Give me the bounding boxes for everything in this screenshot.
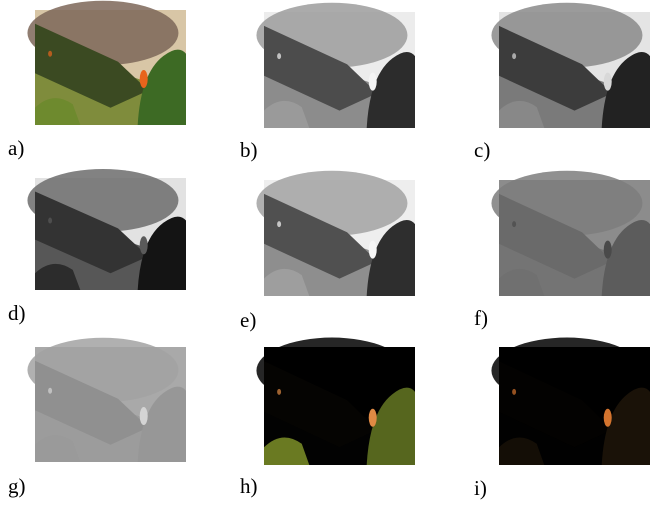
panel-label: h): [240, 474, 258, 498]
image-fire: [140, 236, 148, 254]
image-fire: [604, 409, 612, 427]
image-fire: [48, 218, 52, 224]
image: [27, 338, 186, 462]
image: [491, 3, 650, 128]
panel-label: a): [8, 136, 24, 160]
image: [491, 338, 650, 465]
image: [27, 1, 186, 125]
image: [256, 3, 415, 128]
image-fire: [140, 407, 148, 425]
image: [256, 338, 415, 465]
panel-label: g): [8, 474, 26, 498]
image-fire: [512, 53, 516, 59]
image: [27, 169, 186, 290]
image-fire: [48, 388, 52, 394]
panel-label: e): [240, 308, 256, 332]
panel-label: d): [8, 301, 26, 325]
image-fire: [512, 221, 516, 227]
panel-label: f): [474, 306, 488, 330]
image-fire: [369, 241, 377, 259]
image-fire: [512, 389, 516, 395]
image-fire: [48, 51, 52, 57]
image-fire: [369, 73, 377, 91]
image-fire: [369, 409, 377, 427]
image-fire: [604, 241, 612, 259]
image: [256, 171, 415, 296]
panel-label: c): [474, 138, 490, 162]
image-fire: [277, 389, 281, 395]
panel-label: b): [240, 138, 258, 162]
image-fire: [277, 221, 281, 227]
panel-label: i): [474, 476, 487, 500]
image-fire: [277, 53, 281, 59]
image: [491, 171, 650, 296]
image-fire: [140, 70, 148, 88]
image-fire: [604, 73, 612, 91]
figure: a) b) c) d) e) f) g) h) i): [0, 0, 650, 506]
